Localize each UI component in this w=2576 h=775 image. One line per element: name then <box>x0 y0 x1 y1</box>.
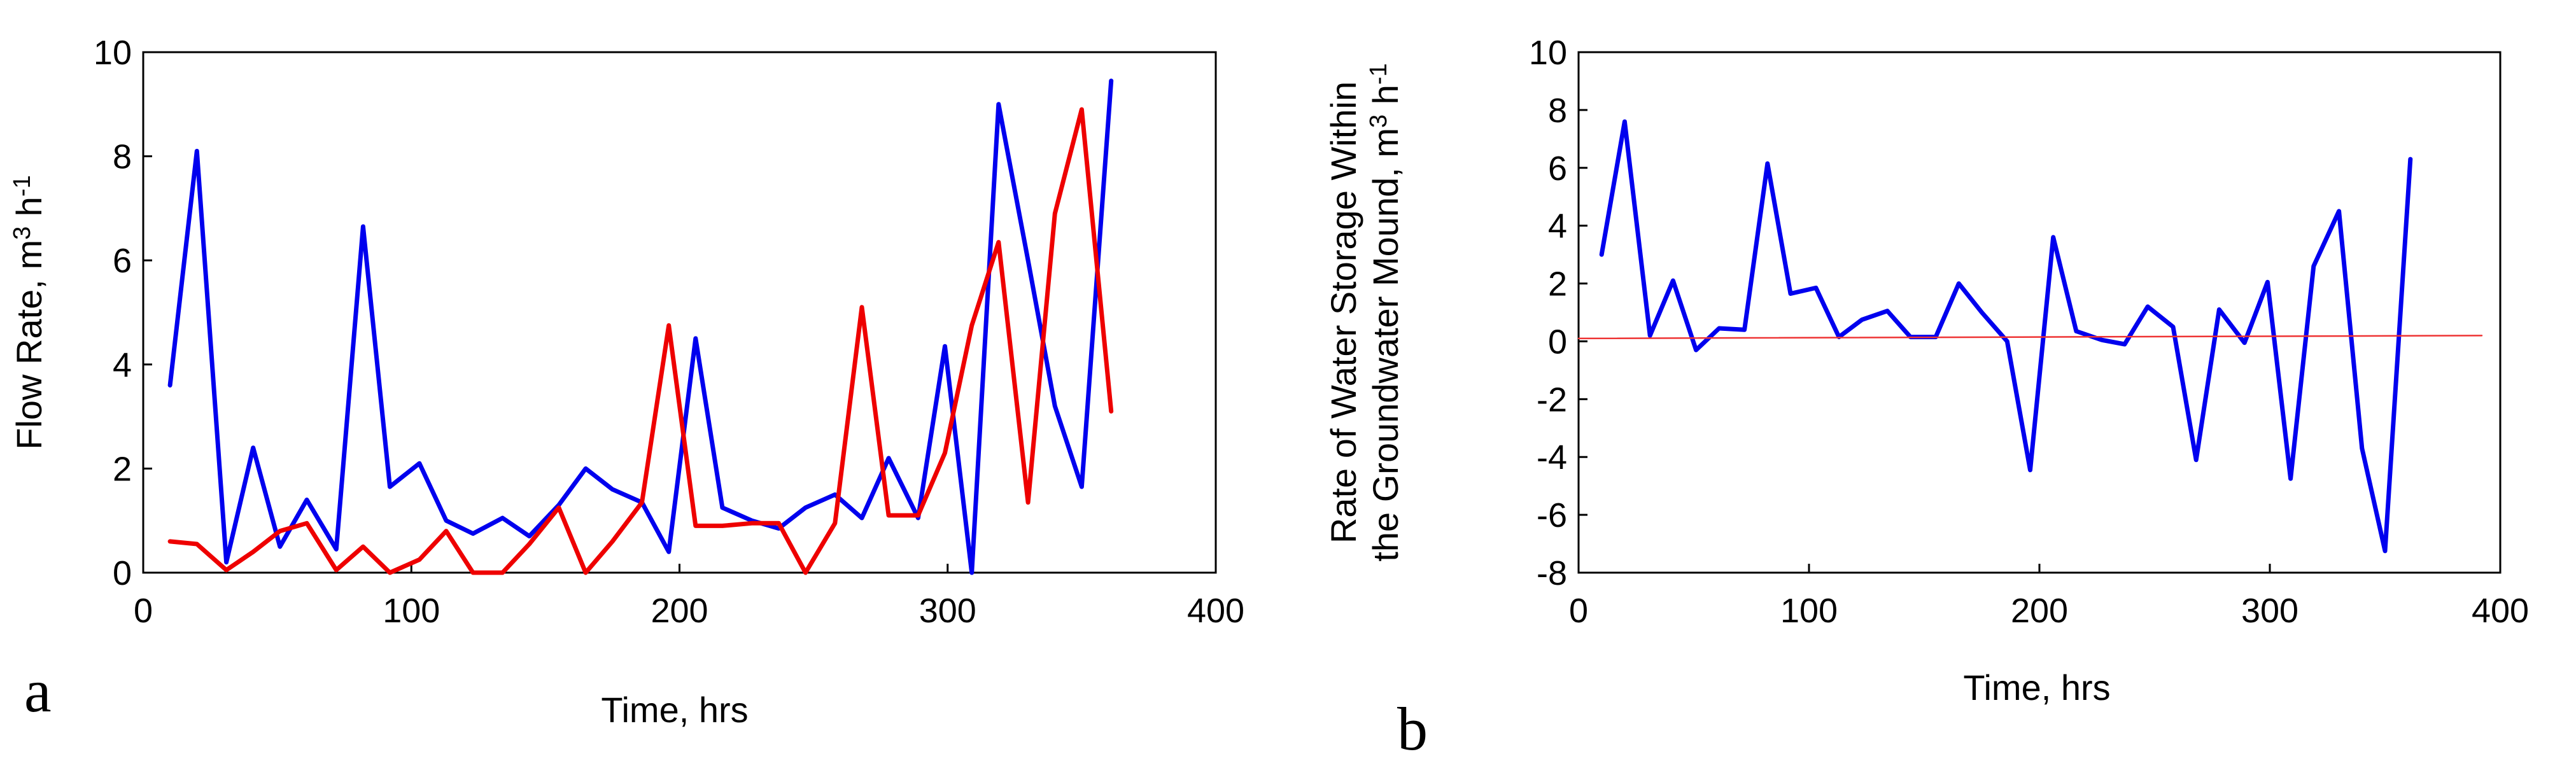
panel-label-a: a <box>24 657 52 725</box>
x-axis-a: 0 100 200 300 400 <box>134 564 1244 630</box>
x-axis-b: 0 100 200 300 400 <box>1569 564 2529 630</box>
y-tick-label: 0 <box>113 554 132 592</box>
y-axis-title-a-main: Flow Rate, m <box>9 240 49 450</box>
y-tick-label: -6 <box>1537 496 1567 534</box>
y-tick-label: 4 <box>1548 207 1567 246</box>
x-tick-label: 300 <box>919 592 976 630</box>
y-tick-label: -2 <box>1537 381 1567 419</box>
y-axis-title-b-sup2: -1 <box>1365 63 1392 85</box>
plot-area-frame <box>142 51 1217 574</box>
y-tick-label: 10 <box>94 34 132 72</box>
x-tick-label: 300 <box>2241 592 2298 630</box>
y-tick-label: 10 <box>1529 34 1567 72</box>
y-axis-b: -8 -6 -4 -2 0 2 4 6 8 10 <box>1529 34 1587 592</box>
y-tick-label: -8 <box>1537 554 1567 592</box>
y-axis-a: 0 2 4 6 8 10 <box>94 34 152 592</box>
y-axis-title-a-sup2: -1 <box>9 175 36 197</box>
y-axis-title-b-sup: 3 <box>1365 115 1392 128</box>
y-tick-label: 2 <box>113 450 132 488</box>
y-axis-title-a-mid: h <box>9 197 49 227</box>
y-axis-title-b-line1: Rate of Water Storage Within <box>1323 81 1363 543</box>
series-line-b-2 <box>1577 335 2483 340</box>
series-group-b <box>1577 119 2483 554</box>
plot-area-frame <box>1577 51 2502 574</box>
y-tick-label: -4 <box>1537 438 1567 477</box>
y-tick-label: 8 <box>1548 92 1567 130</box>
series-line-a-2 <box>167 107 1114 575</box>
y-axis-title-b-main: the Groundwater Mound, m <box>1365 128 1405 562</box>
y-tick-label: 2 <box>1548 265 1567 304</box>
y-axis-title-b-line2: the Groundwater Mound, m3 h-1 <box>1365 63 1405 561</box>
y-tick-label: 6 <box>1548 150 1567 188</box>
y-axis-title-a-sup: 3 <box>9 227 36 240</box>
x-tick-label: 400 <box>2472 592 2529 630</box>
x-tick-label: 400 <box>1187 592 1244 630</box>
y-tick-label: 0 <box>1548 323 1567 361</box>
chart-a: 0 2 4 6 8 10 0 100 200 300 400 Time, hrs Flow Rat… <box>9 34 1244 730</box>
x-tick-label: 100 <box>383 592 440 630</box>
x-tick-label: 0 <box>1569 592 1588 630</box>
y-axis-title-b-mid: h <box>1365 85 1405 115</box>
x-tick-label: 100 <box>1780 592 1838 630</box>
y-axis-title-a: Flow Rate, m3 h-1 <box>9 175 49 450</box>
x-tick-label: 200 <box>651 592 708 630</box>
x-axis-title-a: Time, hrs <box>601 690 748 730</box>
x-tick-label: 0 <box>134 592 153 630</box>
series-line-b-1 <box>1599 119 2413 554</box>
y-tick-label: 4 <box>113 346 132 384</box>
x-axis-title-b: Time, hrs <box>1963 667 2110 708</box>
series-group-a <box>167 78 1114 575</box>
panel-label-b: b <box>1397 695 1428 763</box>
y-tick-label: 8 <box>113 138 132 176</box>
x-tick-label: 200 <box>2011 592 2068 630</box>
y-tick-label: 6 <box>113 242 132 280</box>
